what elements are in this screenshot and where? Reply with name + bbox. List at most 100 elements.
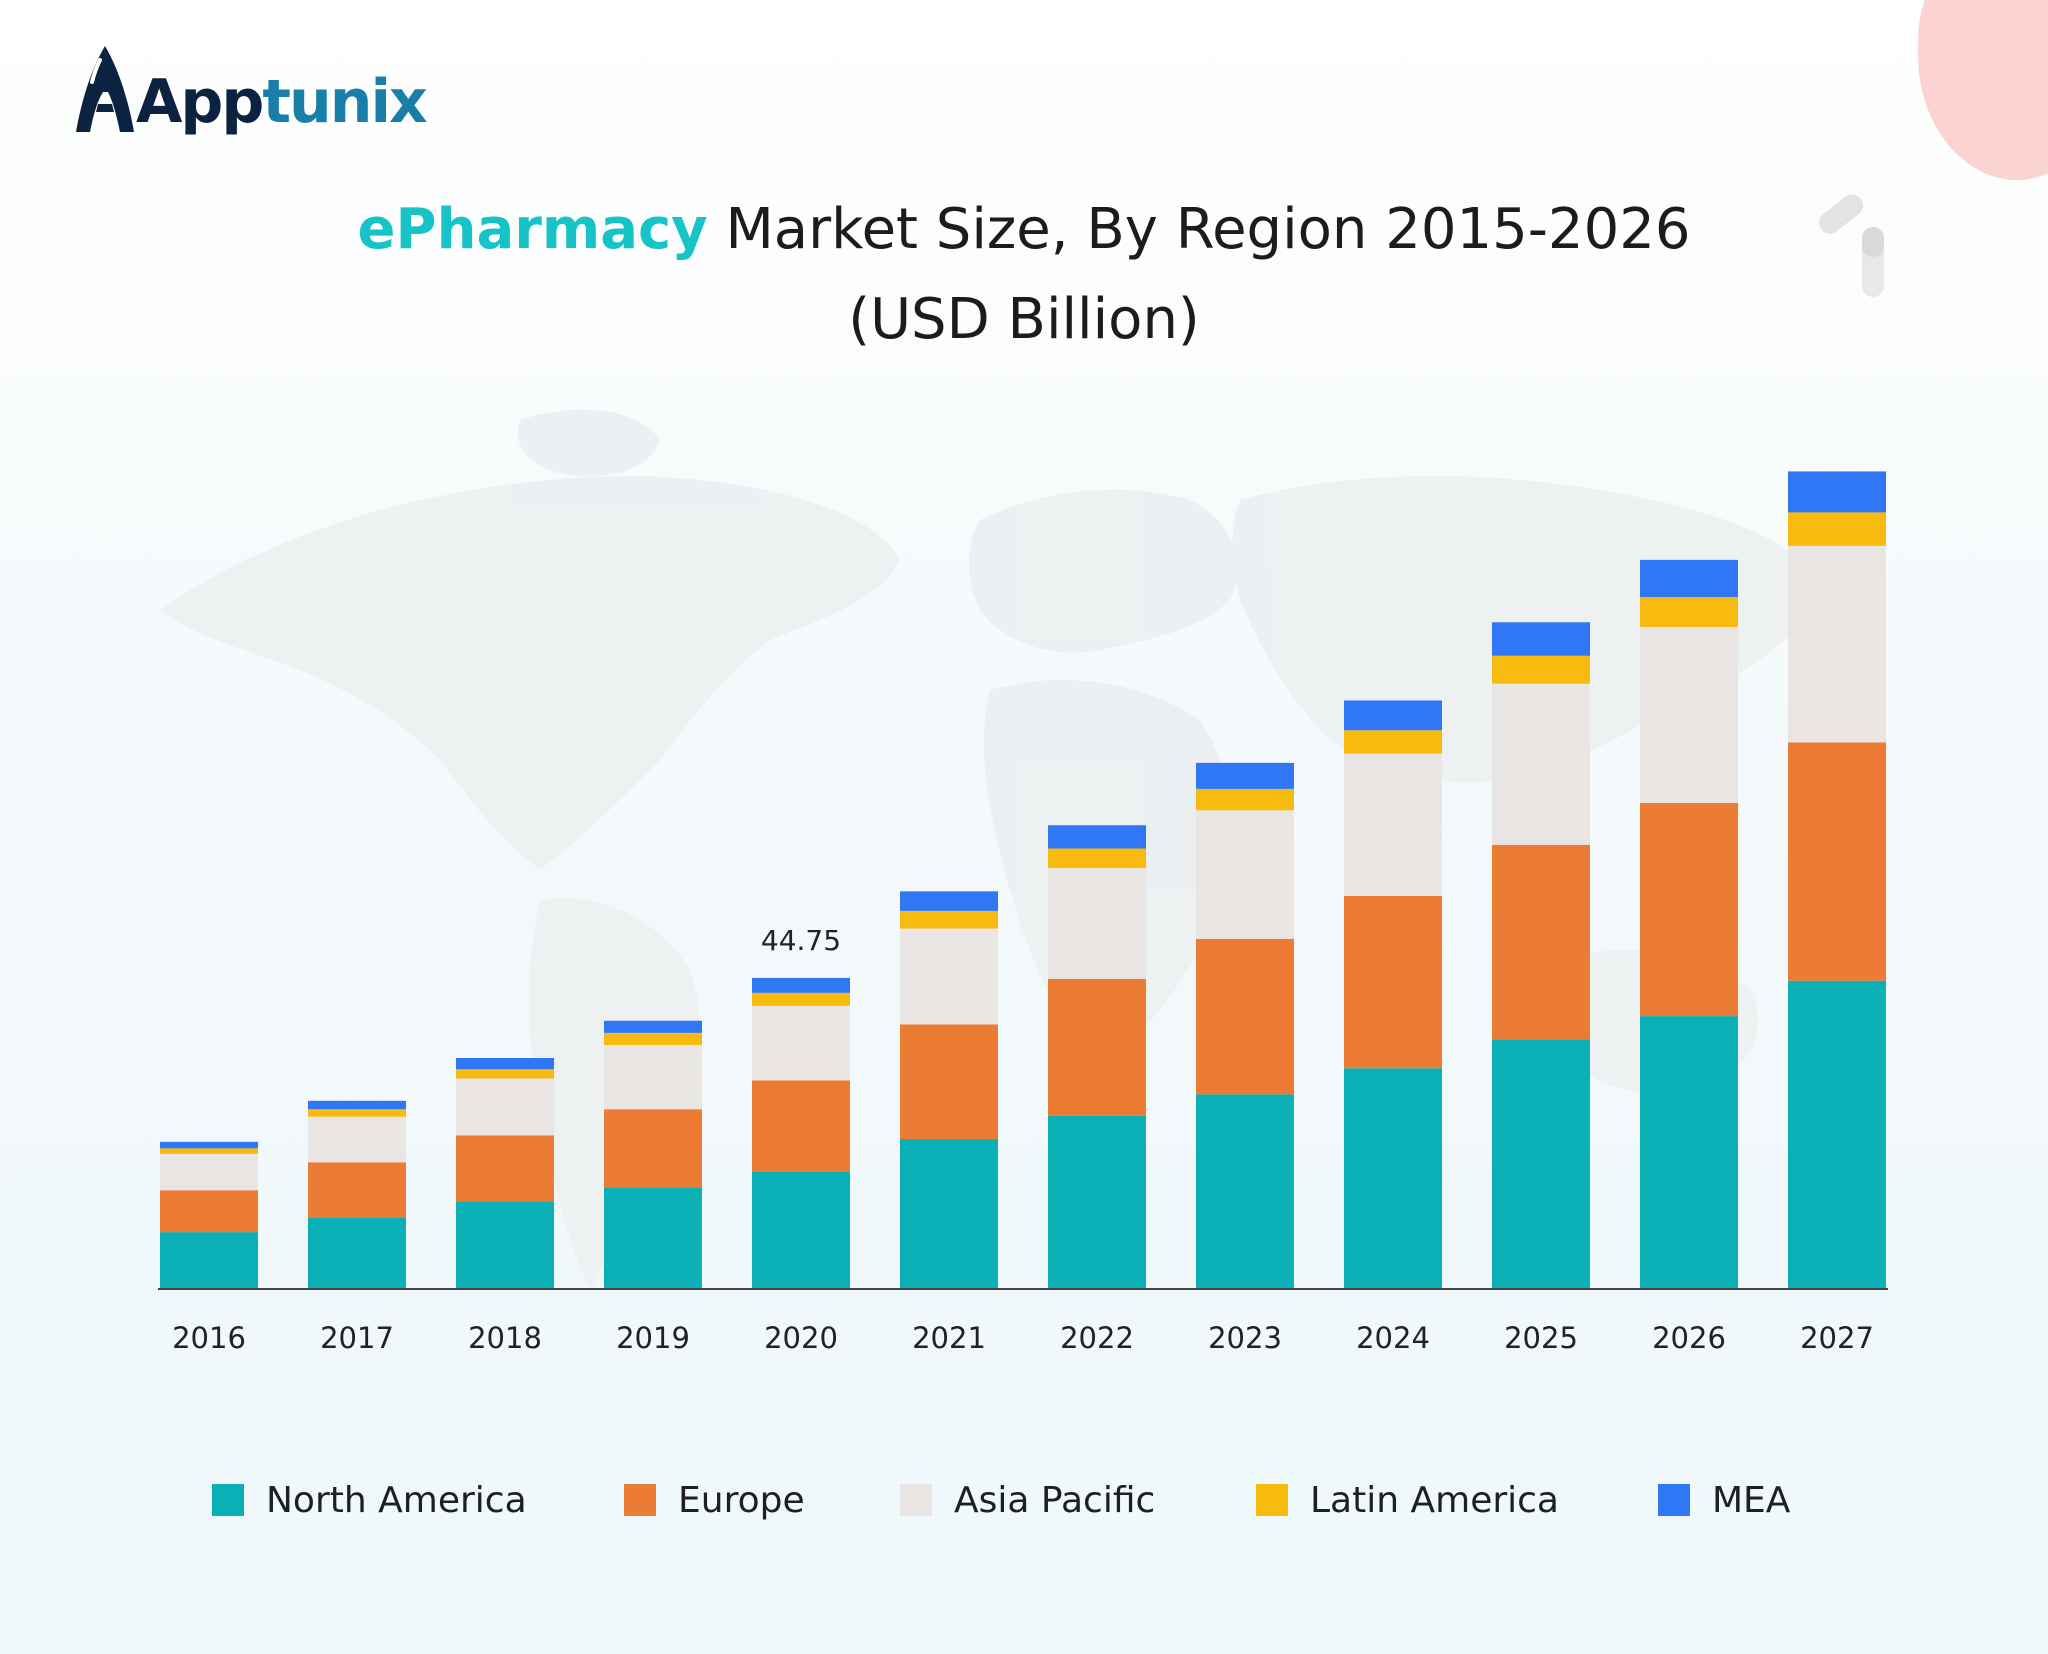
- x-tick-label: 2025: [1504, 1321, 1578, 1355]
- bar-2024-europe: [1344, 896, 1442, 1069]
- bar-2027-europe: [1788, 742, 1886, 981]
- legend-item-mea: MEA: [1658, 1470, 1790, 1530]
- bar-2018-latin-america: [456, 1069, 554, 1079]
- bar-2019-europe: [604, 1109, 702, 1188]
- bar-2016-mea: [160, 1141, 258, 1149]
- chart-legend: North America Europe Asia Pacific Latin Ame…: [0, 1470, 2048, 1530]
- bar-2020-latin-america: [752, 992, 850, 1006]
- bar-2018-europe: [456, 1135, 554, 1202]
- legend-item-europe: Europe: [624, 1470, 805, 1530]
- legend-item-latin-america: Latin America: [1256, 1470, 1559, 1530]
- world-map-background: [160, 409, 1820, 1290]
- legend-swatch: [212, 1484, 244, 1516]
- bar-2026-latin-america: [1640, 597, 1738, 627]
- legend-label: MEA: [1712, 1479, 1791, 1521]
- bar-2017-mea: [308, 1100, 406, 1110]
- bar-2016-europe: [160, 1190, 258, 1233]
- logo-text-teal: tunix: [262, 67, 427, 137]
- legend-label: Asia Pacific: [954, 1479, 1156, 1521]
- bar-2019-asia-pacific: [604, 1044, 702, 1110]
- x-tick-label: 2021: [912, 1321, 986, 1355]
- x-tick-label: 2023: [1208, 1321, 1282, 1355]
- chart-title-rest: Market Size, By Region 2015-2026: [707, 197, 1691, 262]
- bar-2016-asia-pacific: [160, 1153, 258, 1191]
- legend-swatch: [1658, 1484, 1690, 1516]
- legend-item-north-america: North America: [212, 1470, 527, 1530]
- bar-2023-europe: [1196, 938, 1294, 1095]
- bar-2018-asia-pacific: [456, 1078, 554, 1136]
- capsule-pill-icon: [1818, 194, 1884, 297]
- bar-2025-north-america: [1492, 1039, 1590, 1288]
- bar-2024-mea: [1344, 700, 1442, 731]
- bar-2027-mea: [1788, 471, 1886, 513]
- chart-title-line2: (USD Billion): [848, 287, 1200, 352]
- bar-2027-north-america: [1788, 980, 1886, 1288]
- bar-2026-europe: [1640, 802, 1738, 1017]
- x-tick-label: 2019: [616, 1321, 690, 1355]
- x-tick-label: 2017: [320, 1321, 394, 1355]
- bar-2017-europe: [308, 1162, 406, 1218]
- bar-2025-asia-pacific: [1492, 683, 1590, 845]
- bar-2025-europe: [1492, 844, 1590, 1040]
- bar-2017-asia-pacific: [308, 1116, 406, 1163]
- bar-2017-north-america: [308, 1217, 406, 1288]
- bar-2026-north-america: [1640, 1016, 1738, 1288]
- chart-title-line1: ePharmacy Market Size, By Region 2015-20…: [0, 185, 2048, 275]
- bar-2018-north-america: [456, 1201, 554, 1288]
- bar-2021-asia-pacific: [900, 928, 998, 1025]
- bar-2024-latin-america: [1344, 730, 1442, 754]
- x-tick-label: 2016: [172, 1321, 246, 1355]
- bar-2025-latin-america: [1492, 655, 1590, 684]
- bar-2022-mea: [1048, 825, 1146, 849]
- legend-swatch: [1256, 1484, 1288, 1516]
- bar-2020-north-america: [752, 1171, 850, 1288]
- chart-title-accent: ePharmacy: [357, 197, 708, 262]
- bar-2022-north-america: [1048, 1115, 1146, 1288]
- bar-2026-asia-pacific: [1640, 626, 1738, 803]
- bar-2018-mea: [456, 1058, 554, 1070]
- chart-title: ePharmacy Market Size, By Region 2015-20…: [0, 185, 2048, 365]
- bar-2027-asia-pacific: [1788, 545, 1886, 743]
- data-label: 44.75: [761, 924, 841, 957]
- logo-mark-icon: [70, 42, 140, 138]
- brand-logo: Apptunix: [70, 38, 428, 138]
- x-tick-label: 2018: [468, 1321, 542, 1355]
- x-tick-label: 2020: [764, 1321, 838, 1355]
- legend-label: North America: [266, 1479, 527, 1521]
- bar-2022-latin-america: [1048, 848, 1146, 869]
- bar-2017-latin-america: [308, 1109, 406, 1117]
- legend-item-asia-pacific: Asia Pacific: [900, 1470, 1155, 1530]
- bar-2023-asia-pacific: [1196, 810, 1294, 939]
- bar-2024-north-america: [1344, 1068, 1442, 1288]
- bar-2019-north-america: [604, 1187, 702, 1288]
- logo-text-dark: App: [136, 67, 264, 137]
- legend-swatch: [900, 1484, 932, 1516]
- bar-2019-latin-america: [604, 1032, 702, 1045]
- bar-2022-asia-pacific: [1048, 868, 1146, 979]
- bar-2020-europe: [752, 1080, 850, 1172]
- bar-2016-north-america: [160, 1232, 258, 1288]
- bar-2021-mea: [900, 891, 998, 911]
- corner-decoration: [1918, 0, 2048, 180]
- bar-2016-latin-america: [160, 1148, 258, 1154]
- bar-2020-asia-pacific: [752, 1005, 850, 1081]
- bar-2020-mea: [752, 977, 850, 993]
- legend-swatch: [624, 1484, 656, 1516]
- bar-2019-mea: [604, 1020, 702, 1033]
- bar-2025-mea: [1492, 622, 1590, 656]
- bar-2023-mea: [1196, 762, 1294, 789]
- bar-2023-north-america: [1196, 1094, 1294, 1288]
- x-tick-label: 2026: [1652, 1321, 1726, 1355]
- bar-2022-europe: [1048, 978, 1146, 1116]
- x-tick-label: 2027: [1800, 1321, 1874, 1355]
- bar-2026-mea: [1640, 559, 1738, 598]
- bar-2024-asia-pacific: [1344, 753, 1442, 897]
- legend-label: Europe: [678, 1479, 805, 1521]
- bar-2021-latin-america: [900, 910, 998, 929]
- bar-2027-latin-america: [1788, 512, 1886, 546]
- bar-2021-europe: [900, 1024, 998, 1140]
- x-tick-label: 2024: [1356, 1321, 1430, 1355]
- legend-label: Latin America: [1310, 1479, 1559, 1521]
- x-tick-label: 2022: [1060, 1321, 1134, 1355]
- bar-2021-north-america: [900, 1139, 998, 1288]
